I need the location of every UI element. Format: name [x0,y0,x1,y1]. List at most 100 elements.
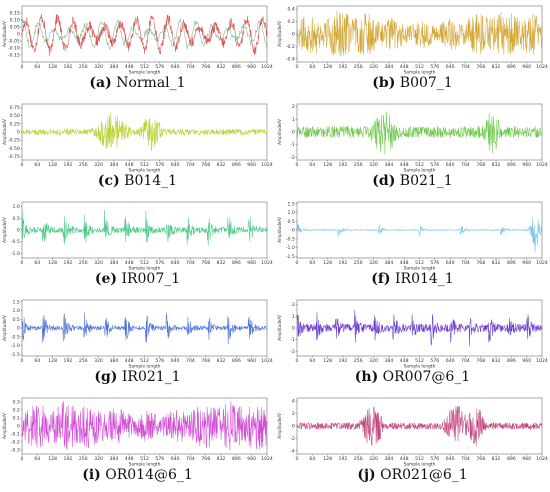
y-tick-label: 0 [292,32,295,38]
x-tick-label: 384 [384,64,393,70]
panel-name: B021_1 [399,173,453,189]
x-tick-label: 192 [64,64,73,70]
series-line [296,111,543,155]
panel-caption: (a) Normal_1 [0,75,275,91]
series-line-secondary [21,18,268,51]
y-tick-label: 0.2 [287,19,294,25]
x-tick-label: 384 [109,162,118,168]
x-tick-label: 192 [339,260,348,266]
chart-panel: 0 64 128 192 256 320 384 448 512 576 640 704 768 832 8… [275,196,550,294]
x-tick-label: 960 [247,162,256,168]
x-tick-label: 832 [492,260,501,266]
x-axis-label: Sample length [404,364,436,370]
x-tick-label: 832 [492,64,501,70]
y-tick-label: 0 [292,228,295,234]
x-tick-label: 896 [507,64,516,70]
x-tick-label: 256 [79,456,88,462]
panel-letter: (f) [371,271,391,287]
x-tick-label: 192 [64,358,73,364]
x-tick-label: 320 [369,64,378,70]
y-tick-label: -1.5 [286,254,295,260]
x-tick-label: 832 [217,358,226,364]
x-tick-label: 640 [171,64,180,70]
panel-letter: (i) [82,467,101,483]
x-tick-label: 448 [125,64,134,70]
chart-panel: 0 64 128 192 256 320 384 448 512 576 640 704 768 832 8… [0,0,275,98]
x-tick-label: 384 [109,358,118,364]
x-tick-label: 768 [201,64,210,70]
chart-svg: 0 64 128 192 256 320 384 448 512 576 640 704 768 832 8… [2,5,273,76]
x-tick-label: 640 [446,64,455,70]
y-tick-label: 0 [17,424,20,430]
x-tick-label: 640 [171,456,180,462]
chart-panel: 0 64 128 192 256 320 384 448 512 576 640 704 768 832 8… [275,392,550,490]
chart-panel: 0 64 128 192 256 320 384 448 512 576 640 704 768 832 8… [0,392,275,490]
x-tick-label: 64 [34,358,40,364]
y-tick-label: -0.15 [8,53,20,59]
panel-letter: (j) [357,467,376,483]
x-tick-label: 192 [64,260,73,266]
x-tick-label: 0 [21,162,24,168]
y-tick-label: 0 [292,130,295,136]
x-tick-label: 320 [94,64,103,70]
y-tick-label: 2 [292,302,295,308]
chart-svg: 0 64 128 192 256 320 384 448 512 576 640 704 768 832 8… [277,201,548,272]
chart-panel: 0 64 128 192 256 320 384 448 512 576 640 704 768 832 8… [275,98,550,196]
x-tick-label: 832 [217,260,226,266]
x-tick-label: 64 [34,260,40,266]
x-tick-label: 576 [155,162,164,168]
x-tick-label: 640 [446,162,455,168]
x-tick-label: 448 [400,162,409,168]
x-tick-label: 512 [140,358,149,364]
x-tick-label: 64 [309,260,315,266]
x-tick-label: 512 [140,64,149,70]
y-tick-label: -2 [290,436,295,442]
y-tick-label: 0.05 [10,25,20,31]
y-tick-label: 0.10 [10,18,20,24]
y-tick-label: -0.10 [8,46,20,52]
panel-name: IR007_1 [121,271,181,287]
series-line [21,312,268,345]
x-tick-label: 128 [323,162,332,168]
panel-letter: (c) [97,173,120,189]
x-tick-label: 384 [384,260,393,266]
y-tick-label: 0.5 [12,317,19,323]
y-tick-label: 0.3 [12,400,19,406]
y-tick-label: 1.0 [287,210,294,216]
x-tick-label: 576 [430,64,439,70]
x-axis-label: Sample length [404,266,436,272]
x-tick-label: 0 [21,358,24,364]
y-tick-label: 0.5 [287,219,294,225]
x-tick-label: 0 [296,260,299,266]
panel-caption: (b) B007_1 [275,75,550,91]
x-tick-label: 320 [94,358,103,364]
y-tick-label: 1.5 [287,201,294,207]
x-tick-label: 960 [247,358,256,364]
x-tick-label: 960 [247,260,256,266]
x-tick-label: 768 [201,358,210,364]
x-tick-label: 192 [339,64,348,70]
x-tick-label: 192 [339,456,348,462]
x-tick-label: 128 [48,162,57,168]
x-tick-label: 832 [492,162,501,168]
y-tick-label: -1.0 [11,343,20,349]
y-tick-label: 1 [292,117,295,123]
panel-name: B007_1 [399,75,453,91]
x-tick-label: 768 [476,162,485,168]
chart-panel: 0 64 128 192 256 320 384 448 512 576 640 704 768 832 8… [275,0,550,98]
x-tick-label: 896 [232,456,241,462]
x-tick-label: 128 [323,260,332,266]
panel-caption: (i) OR014@6_1 [0,467,275,483]
panel-caption: (f) IR014_1 [275,271,550,287]
x-tick-label: 192 [64,162,73,168]
x-axis-label: Sample length [129,70,161,76]
x-axis-label: Sample length [404,462,436,468]
chart-svg: 0 64 128 192 256 320 384 448 512 576 640 704 768 832 8… [277,5,548,76]
x-tick-label: 512 [415,358,424,364]
x-tick-label: 896 [507,456,516,462]
x-tick-label: 1024 [261,260,273,266]
x-tick-label: 64 [34,456,40,462]
x-tick-label: 576 [155,260,164,266]
y-axis-label: Amplitude/V [277,413,282,439]
y-tick-label: 0 [17,228,20,234]
